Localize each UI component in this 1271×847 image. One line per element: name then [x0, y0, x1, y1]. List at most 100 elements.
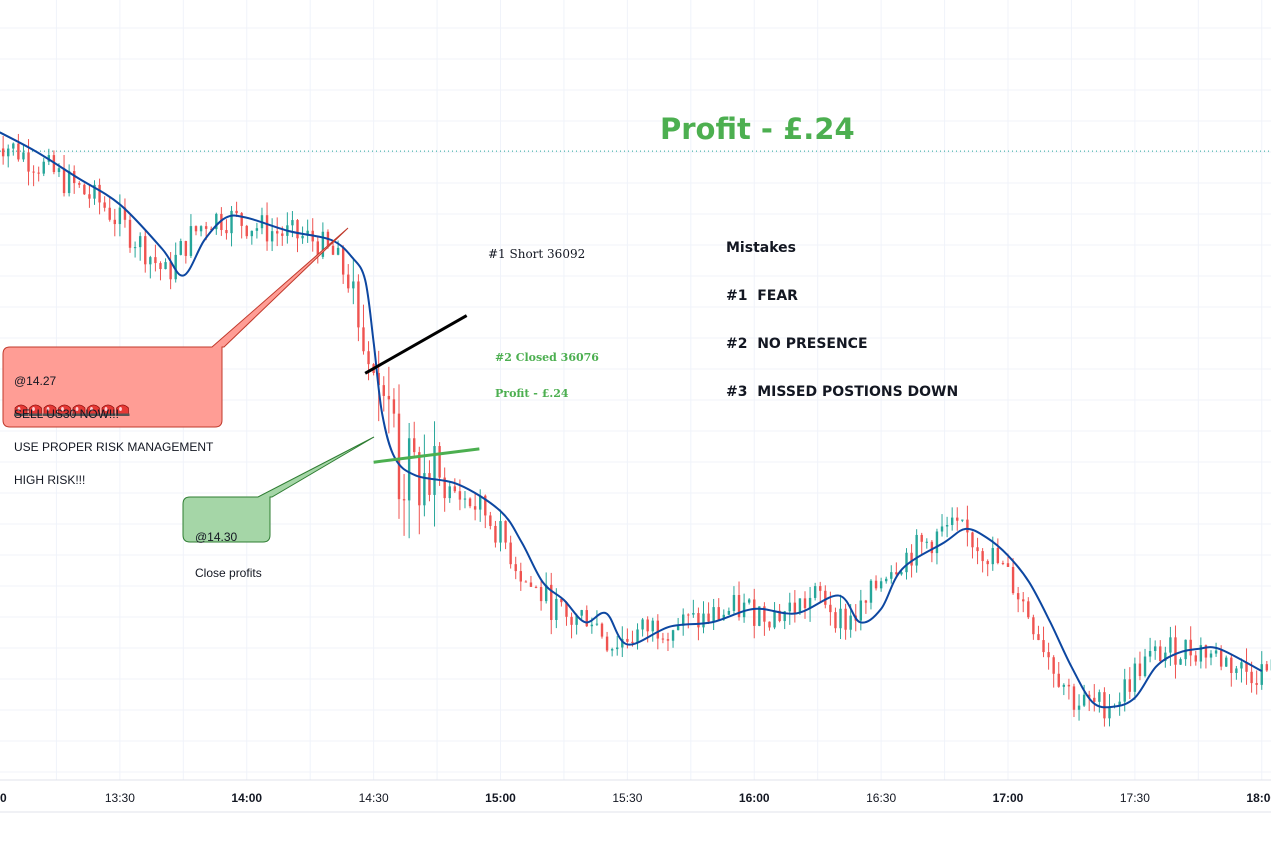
candle-down [204, 226, 208, 229]
candle-down [1042, 640, 1045, 653]
sell-callout-shape[interactable] [2, 227, 349, 428]
candle-down [976, 547, 979, 552]
candle-down [88, 194, 91, 199]
candle-up [915, 534, 918, 566]
candle-up [890, 572, 893, 579]
candle-down [504, 521, 507, 543]
candle-up [1123, 679, 1126, 702]
candle-up [1062, 684, 1066, 687]
candle-down [1057, 673, 1060, 687]
candle-up [1179, 659, 1182, 665]
candle-down [184, 241, 188, 256]
candle-down [1128, 679, 1131, 692]
candle-up [555, 598, 558, 620]
candle-up [732, 594, 736, 611]
candle-down [763, 606, 766, 622]
candle-down [687, 614, 690, 616]
candle-up [636, 629, 639, 643]
candle-down [154, 257, 157, 264]
candle-up [306, 230, 309, 236]
candle-up [595, 623, 599, 625]
candle-down [1174, 637, 1177, 665]
candle-up [1098, 692, 1101, 702]
candle-up [616, 647, 619, 650]
candle-down [123, 207, 127, 220]
candle-up [133, 247, 137, 249]
candle-up [352, 281, 355, 289]
candle-up [118, 207, 122, 225]
candle-up [742, 602, 746, 618]
candle-up [199, 226, 203, 232]
candle-down [819, 586, 822, 591]
candle-up [1225, 657, 1228, 667]
candle-down [341, 247, 345, 275]
candle-down [103, 202, 106, 208]
candle-down [605, 636, 609, 651]
closed-exit-line[interactable] [373, 447, 480, 464]
x-tick-label: 15:00 [485, 791, 516, 805]
candle-down [17, 143, 20, 160]
candle-down [468, 498, 472, 507]
candle-down [453, 486, 457, 492]
candle-up [42, 161, 45, 174]
candle-up [651, 620, 654, 632]
x-tick-label: 14:30 [358, 791, 389, 805]
candle-down [159, 263, 162, 270]
candle-down [1037, 634, 1040, 641]
candle-down [844, 608, 847, 630]
candle-up [1214, 650, 1218, 654]
siren-icons [14, 404, 130, 416]
candle-down [1011, 566, 1015, 594]
candle-down [418, 452, 421, 506]
candle-up [798, 598, 802, 614]
siren-icon [28, 404, 43, 416]
candle-down [402, 499, 406, 501]
candle-up [12, 143, 15, 149]
siren-icon [115, 404, 130, 416]
candle-down [428, 473, 431, 495]
candle-down [524, 581, 528, 583]
candle-up [575, 615, 578, 625]
candle-down [966, 519, 969, 533]
x-tick-label: 17:30 [1119, 791, 1150, 805]
candle-up [712, 607, 715, 622]
candle-down [971, 532, 974, 548]
candle-down [1255, 683, 1258, 685]
candle-down [357, 281, 360, 328]
candle-down [778, 610, 781, 622]
candle-down [443, 477, 446, 499]
candle-up [1240, 662, 1243, 669]
x-tick-label: 18:00 [1246, 791, 1271, 805]
candle-up [580, 610, 583, 616]
short-entry-label: #1 Short 36092 [488, 247, 586, 261]
candle-down [753, 599, 756, 626]
candle-up [1164, 652, 1167, 662]
candle-up [879, 581, 883, 589]
candle-down [108, 207, 111, 220]
candle-down [661, 638, 665, 640]
candle-down [565, 602, 568, 617]
siren-icon [14, 404, 28, 416]
sell-callout-text: @14.27 SELL US30 NOW!!! USE PROPER RISK … [14, 354, 213, 497]
candle-up [7, 148, 10, 157]
candle-down [1016, 593, 1020, 600]
candle-down [956, 517, 959, 521]
candle-down [996, 548, 1000, 563]
closed-exit-label: #2 Closed 36076 Profit - £.24 [495, 328, 599, 412]
candle-up [747, 599, 751, 603]
candle-up [900, 572, 903, 575]
candle-up [448, 486, 451, 499]
candle-up [610, 649, 614, 651]
x-tick-label: 17:00 [992, 791, 1024, 805]
siren-icon [101, 404, 115, 416]
candle-down [1067, 684, 1071, 687]
candle-down [550, 584, 553, 620]
close-callout-shape[interactable] [182, 436, 375, 543]
candle-down [27, 152, 30, 172]
candle-down [631, 641, 634, 643]
candle-up [544, 584, 548, 602]
short-entry-line[interactable] [364, 314, 468, 375]
candle-down [296, 220, 299, 239]
candle-up [1118, 701, 1121, 706]
